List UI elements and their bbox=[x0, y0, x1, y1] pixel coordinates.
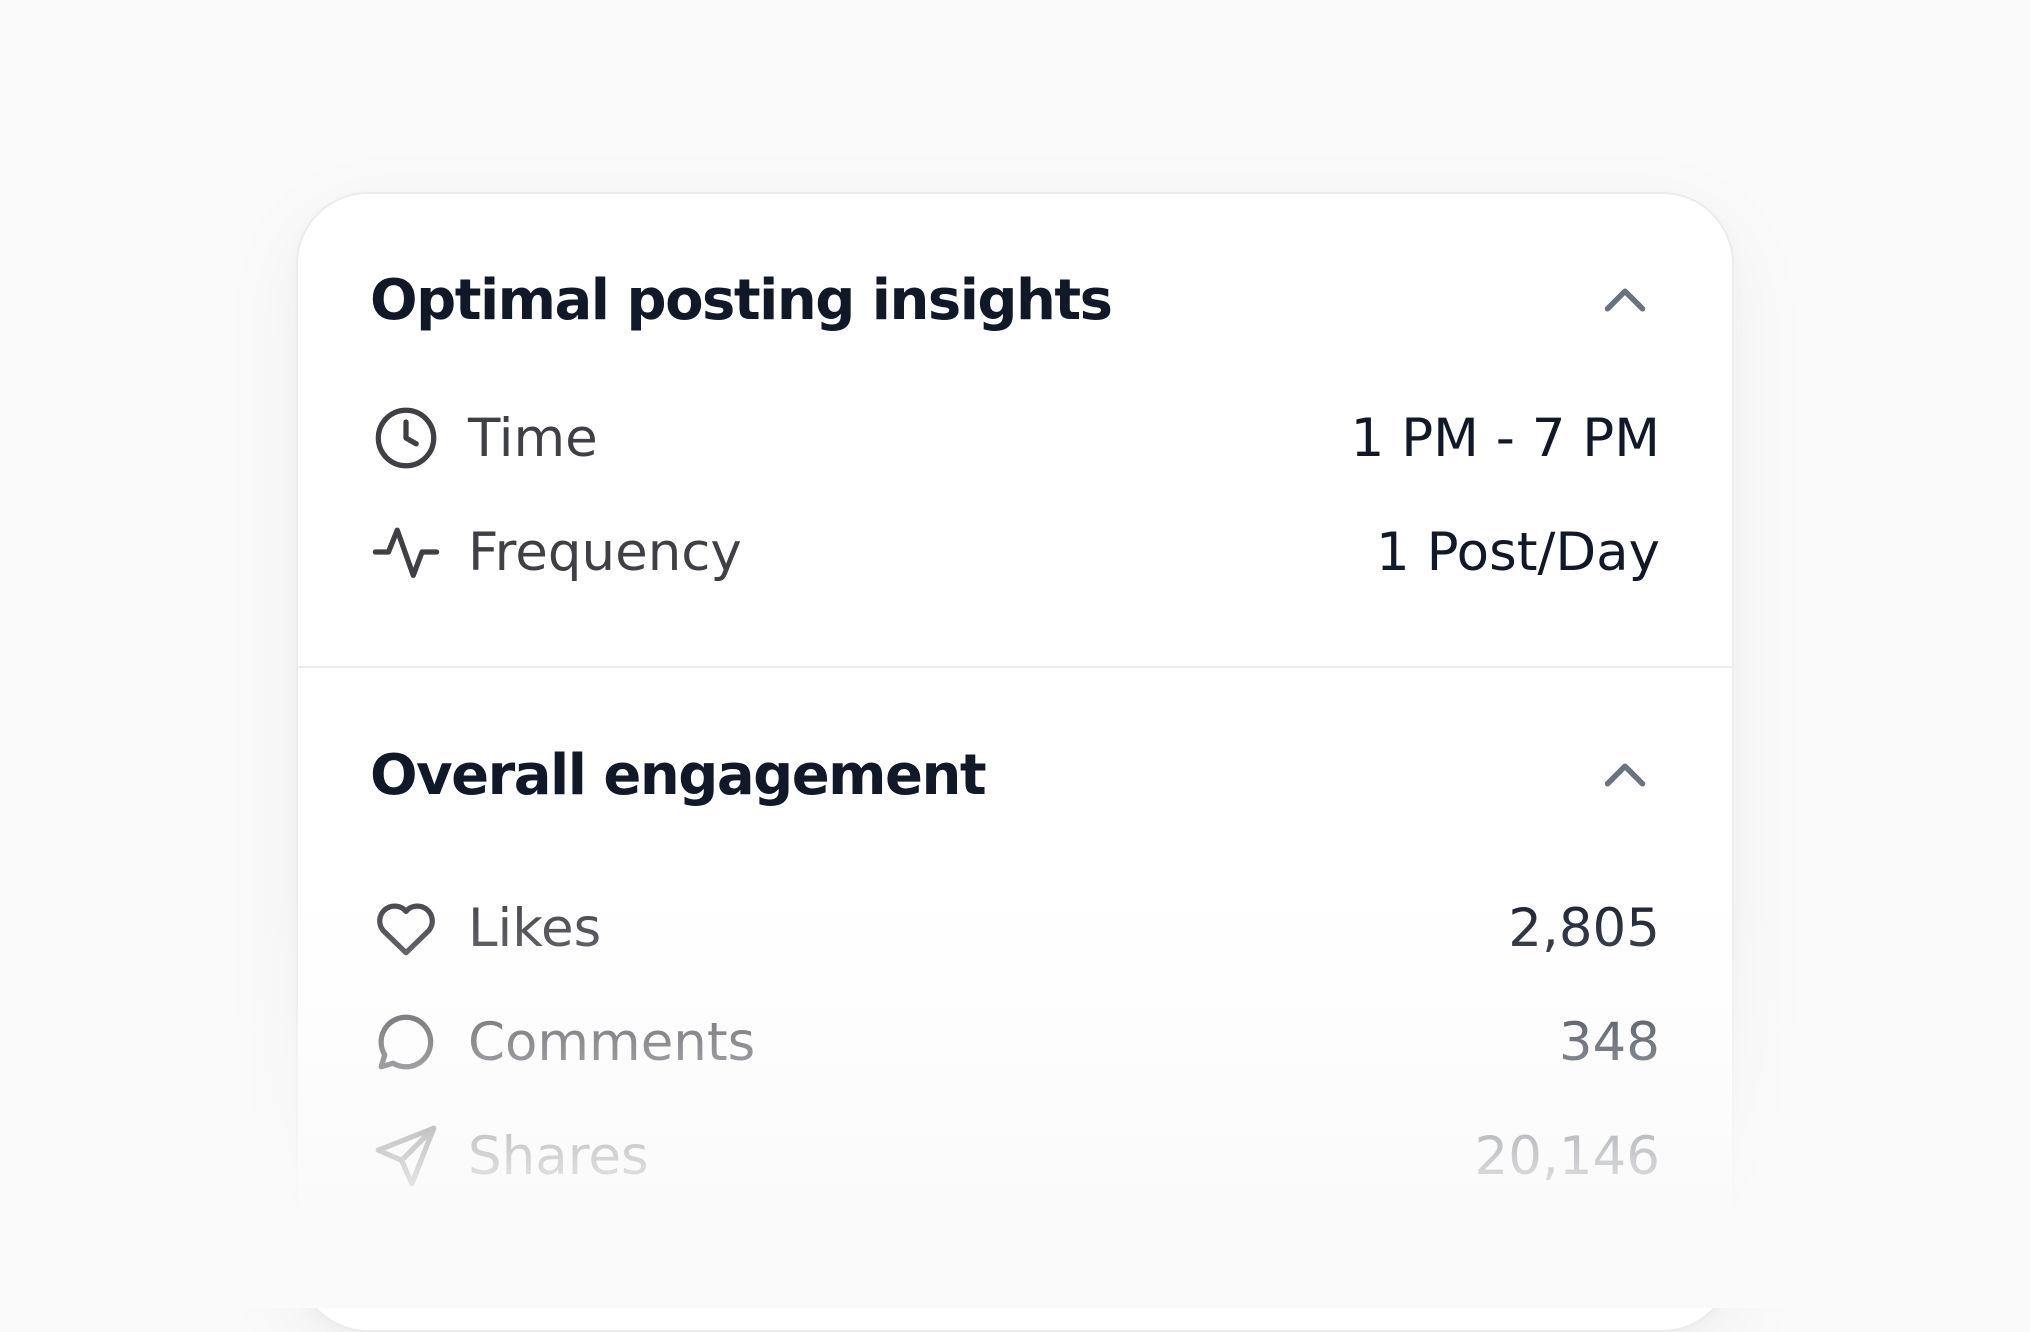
likes-label: Likes bbox=[468, 897, 602, 959]
comments-value: 348 bbox=[1558, 1011, 1660, 1073]
chevron-up-icon[interactable] bbox=[1590, 740, 1660, 810]
engagement-title: Overall engagement bbox=[370, 742, 987, 808]
posting-insights-header[interactable]: Optimal posting insights bbox=[370, 250, 1660, 350]
likes-value: 2,805 bbox=[1508, 897, 1660, 959]
posting-time-label: Time bbox=[468, 407, 598, 469]
posting-frequency-row: Frequency 1 Post/Day bbox=[370, 507, 1660, 597]
comments-label: Comments bbox=[468, 1011, 756, 1073]
comments-row: Comments 348 bbox=[370, 997, 1660, 1087]
posting-frequency-value: 1 Post/Day bbox=[1376, 521, 1660, 583]
activity-icon bbox=[370, 516, 442, 588]
posting-frequency-label: Frequency bbox=[468, 521, 742, 583]
posting-time-row: Time 1 PM - 7 PM bbox=[370, 393, 1660, 483]
section-divider bbox=[298, 666, 1732, 668]
send-icon bbox=[370, 1120, 442, 1192]
likes-row: Likes 2,805 bbox=[370, 883, 1660, 973]
comment-icon bbox=[370, 1006, 442, 1078]
insights-card: Optimal posting insights Time 1 PM - 7 P… bbox=[296, 192, 1734, 1332]
clock-icon bbox=[370, 402, 442, 474]
shares-row: Shares 20,146 bbox=[370, 1111, 1660, 1201]
engagement-header[interactable]: Overall engagement bbox=[370, 725, 1660, 825]
shares-label: Shares bbox=[468, 1125, 649, 1187]
shares-value: 20,146 bbox=[1474, 1125, 1660, 1187]
heart-icon bbox=[370, 892, 442, 964]
chevron-up-icon[interactable] bbox=[1590, 265, 1660, 335]
posting-time-value: 1 PM - 7 PM bbox=[1350, 407, 1660, 469]
posting-insights-title: Optimal posting insights bbox=[370, 267, 1113, 333]
